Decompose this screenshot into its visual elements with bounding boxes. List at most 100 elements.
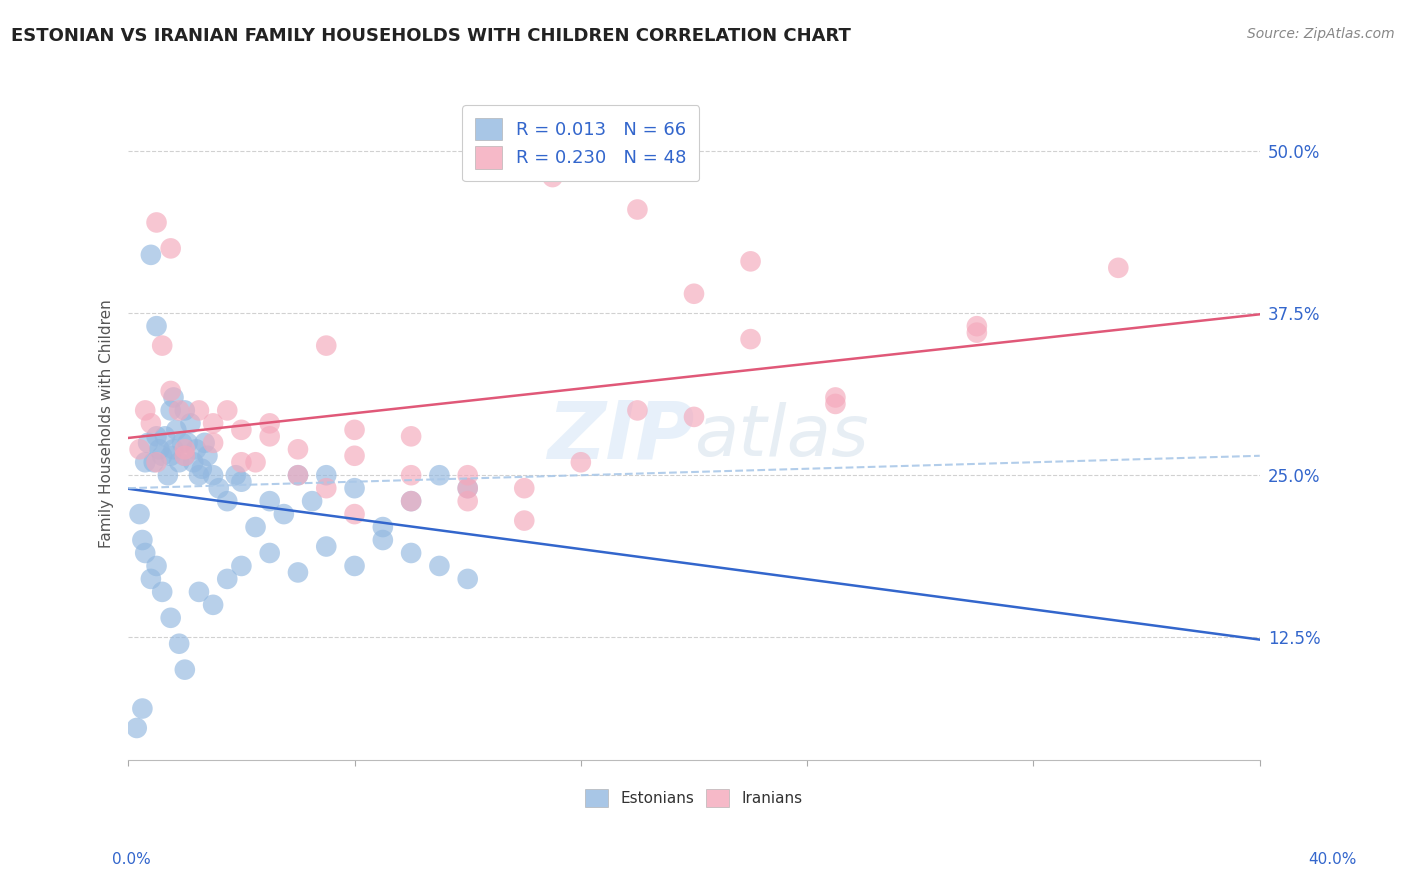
Point (197, 449, 219, 463)
Point (259, 429, 281, 443)
Point (142, 455, 165, 469)
Point (145, 558, 167, 573)
Legend: Estonians, Iranians: Estonians, Iranians (579, 782, 808, 814)
Point (145, 319, 167, 334)
Point (1107, 260, 1129, 275)
Point (824, 397, 846, 411)
Point (156, 468, 179, 483)
Point (626, 202, 648, 217)
Point (315, 338, 337, 352)
Point (343, 423, 366, 437)
Point (457, 468, 479, 483)
Point (181, 455, 204, 469)
Point (399, 546, 422, 560)
Point (343, 449, 366, 463)
Point (176, 435, 198, 450)
Point (399, 494, 422, 508)
Point (399, 429, 422, 443)
Point (301, 494, 323, 508)
Point (457, 494, 479, 508)
Point (202, 435, 225, 450)
Point (145, 429, 167, 443)
Point (569, 455, 592, 469)
Point (167, 455, 190, 469)
Point (145, 455, 167, 469)
Point (125, 721, 148, 735)
Point (343, 481, 366, 495)
Point (824, 391, 846, 405)
Point (287, 566, 309, 580)
Point (165, 423, 187, 437)
Point (202, 468, 225, 483)
Point (457, 481, 479, 495)
Point (202, 598, 225, 612)
Point (399, 494, 422, 508)
Point (231, 423, 253, 437)
Point (343, 507, 366, 521)
Point (457, 572, 479, 586)
Point (287, 468, 309, 483)
Point (159, 449, 181, 463)
Point (966, 326, 988, 340)
Point (371, 520, 394, 534)
Point (131, 701, 153, 715)
Text: 0.0%: 0.0% (112, 852, 152, 867)
Point (159, 241, 181, 255)
Point (167, 637, 190, 651)
Point (513, 481, 536, 495)
Point (188, 468, 211, 483)
Point (966, 319, 988, 334)
Point (186, 442, 208, 457)
Point (231, 455, 253, 469)
Point (315, 540, 337, 554)
Point (231, 475, 253, 489)
Point (259, 546, 281, 560)
Point (273, 507, 295, 521)
Point (429, 558, 451, 573)
Point (173, 442, 195, 457)
Point (139, 572, 162, 586)
Point (145, 215, 167, 229)
Point (134, 455, 156, 469)
Point (148, 442, 170, 457)
Point (128, 442, 150, 457)
Point (139, 248, 162, 262)
Point (150, 449, 173, 463)
Point (134, 403, 156, 417)
Point (153, 429, 176, 443)
Point (217, 403, 239, 417)
Point (128, 507, 150, 521)
Point (287, 468, 309, 483)
Point (513, 514, 536, 528)
Point (315, 481, 337, 495)
Point (202, 417, 225, 431)
Text: 40.0%: 40.0% (1309, 852, 1357, 867)
Point (740, 254, 762, 268)
Y-axis label: Family Households with Children: Family Households with Children (100, 299, 114, 548)
Point (191, 461, 214, 475)
Text: Source: ZipAtlas.com: Source: ZipAtlas.com (1247, 27, 1395, 41)
Point (173, 663, 195, 677)
Point (399, 468, 422, 483)
Point (170, 435, 193, 450)
Point (208, 481, 231, 495)
Point (131, 533, 153, 547)
Point (159, 384, 181, 398)
Point (188, 585, 211, 599)
Point (162, 391, 184, 405)
Point (259, 494, 281, 508)
Point (371, 533, 394, 547)
Point (225, 468, 247, 483)
Point (740, 332, 762, 346)
Point (173, 403, 195, 417)
Point (150, 585, 173, 599)
Point (194, 435, 217, 450)
Point (162, 442, 184, 457)
Point (683, 286, 706, 301)
Point (134, 546, 156, 560)
Point (287, 442, 309, 457)
Text: ESTONIAN VS IRANIAN FAMILY HOUSEHOLDS WITH CHILDREN CORRELATION CHART: ESTONIAN VS IRANIAN FAMILY HOUSEHOLDS WI… (11, 27, 851, 45)
Point (159, 611, 181, 625)
Point (136, 435, 159, 450)
Point (159, 403, 181, 417)
